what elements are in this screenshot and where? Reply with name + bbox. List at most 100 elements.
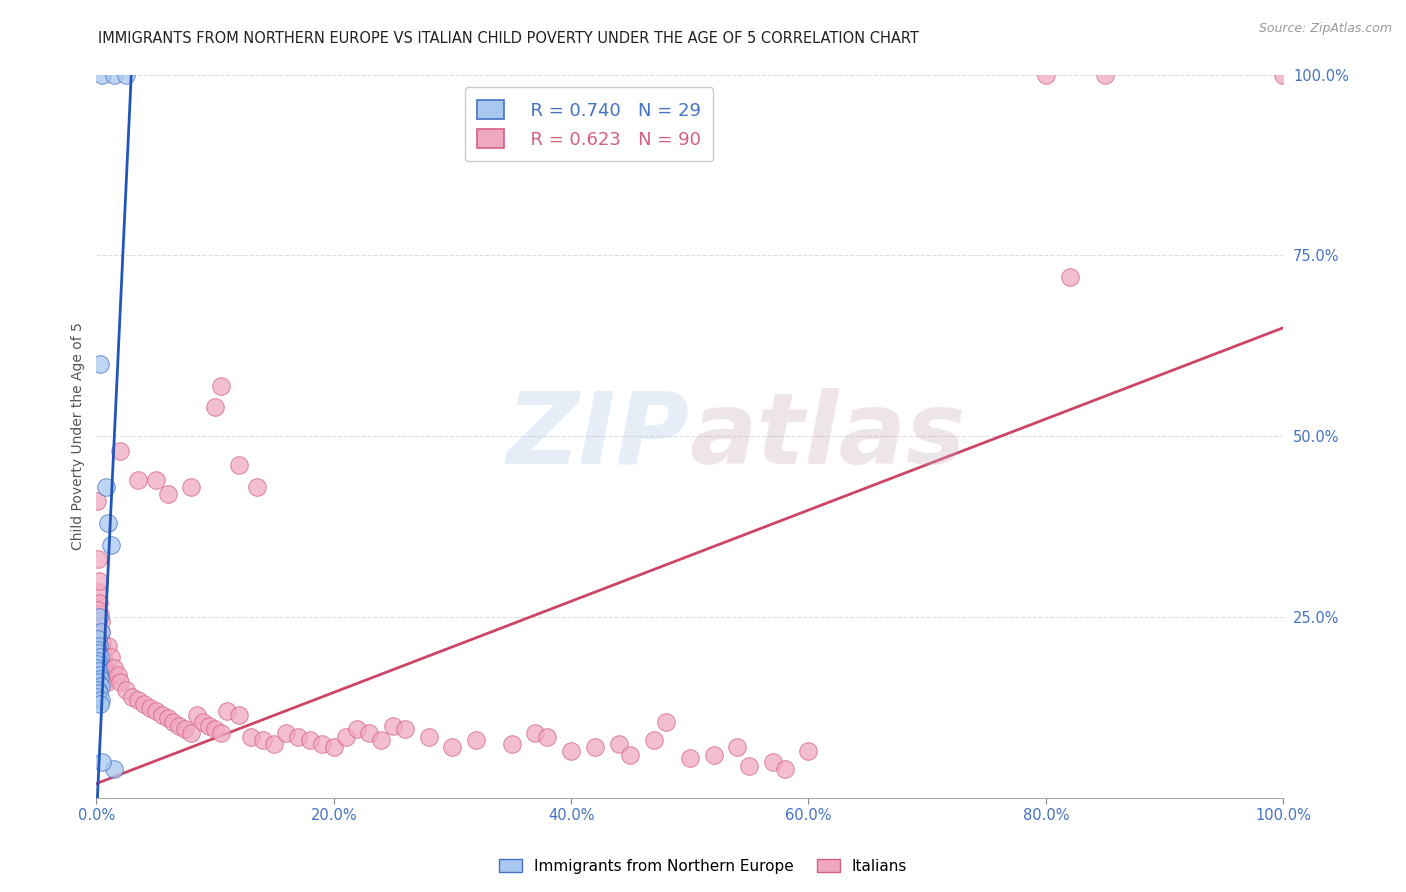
Point bbox=[198, 719, 221, 733]
Point bbox=[204, 723, 226, 737]
Point bbox=[797, 744, 820, 758]
Point bbox=[1035, 68, 1057, 82]
Point bbox=[359, 726, 381, 740]
Point bbox=[87, 686, 110, 700]
Point bbox=[86, 661, 108, 675]
Point bbox=[773, 762, 796, 776]
Point bbox=[127, 473, 149, 487]
Point bbox=[127, 693, 149, 707]
Point bbox=[93, 657, 115, 672]
Point bbox=[91, 68, 114, 82]
Y-axis label: Child Poverty Under the Age of 5: Child Poverty Under the Age of 5 bbox=[72, 322, 86, 550]
Point bbox=[193, 715, 215, 730]
Point bbox=[87, 665, 110, 679]
Point bbox=[91, 642, 114, 657]
Point bbox=[204, 401, 226, 415]
Point bbox=[169, 719, 191, 733]
Point bbox=[370, 733, 392, 747]
Point bbox=[93, 661, 115, 675]
Point bbox=[103, 762, 125, 776]
Point bbox=[156, 711, 179, 725]
Point bbox=[180, 726, 202, 740]
Point bbox=[89, 697, 111, 711]
Point bbox=[97, 639, 120, 653]
Point bbox=[524, 726, 547, 740]
Point bbox=[276, 726, 298, 740]
Point bbox=[239, 730, 262, 744]
Point bbox=[252, 733, 274, 747]
Point bbox=[441, 740, 464, 755]
Point bbox=[162, 715, 184, 730]
Point bbox=[87, 574, 110, 588]
Point bbox=[107, 668, 129, 682]
Point bbox=[89, 679, 111, 693]
Point bbox=[87, 585, 110, 599]
Point bbox=[150, 707, 173, 722]
Point bbox=[311, 737, 333, 751]
Point bbox=[501, 737, 523, 751]
Point bbox=[86, 552, 108, 566]
Point bbox=[90, 635, 112, 649]
Point bbox=[298, 733, 321, 747]
Point bbox=[89, 596, 111, 610]
Point bbox=[335, 730, 357, 744]
Point bbox=[97, 516, 120, 530]
Point bbox=[115, 682, 138, 697]
Point bbox=[87, 639, 110, 653]
Point bbox=[89, 668, 111, 682]
Point bbox=[228, 707, 250, 722]
Point bbox=[245, 480, 267, 494]
Point bbox=[465, 733, 488, 747]
Point bbox=[132, 697, 155, 711]
Point bbox=[93, 665, 115, 679]
Point bbox=[607, 737, 630, 751]
Point bbox=[560, 744, 582, 758]
Point bbox=[86, 657, 108, 672]
Point bbox=[87, 603, 110, 617]
Legend: Immigrants from Northern Europe, Italians: Immigrants from Northern Europe, Italian… bbox=[492, 853, 914, 880]
Point bbox=[89, 357, 111, 371]
Point bbox=[418, 730, 440, 744]
Point bbox=[115, 68, 138, 82]
Point bbox=[87, 675, 110, 690]
Point bbox=[174, 723, 197, 737]
Point bbox=[86, 494, 108, 508]
Point bbox=[89, 650, 111, 665]
Point bbox=[94, 480, 117, 494]
Point bbox=[1094, 68, 1116, 82]
Point bbox=[86, 654, 108, 668]
Point bbox=[100, 650, 122, 665]
Point bbox=[96, 675, 118, 690]
Point bbox=[394, 723, 416, 737]
Point bbox=[209, 726, 232, 740]
Point bbox=[86, 642, 108, 657]
Point bbox=[738, 758, 761, 772]
Point bbox=[121, 690, 143, 704]
Point bbox=[86, 632, 108, 646]
Point bbox=[103, 661, 125, 675]
Point bbox=[86, 624, 108, 639]
Point bbox=[655, 715, 678, 730]
Point bbox=[287, 730, 309, 744]
Point bbox=[702, 747, 724, 762]
Point bbox=[382, 719, 405, 733]
Point bbox=[1059, 270, 1081, 285]
Point bbox=[322, 740, 344, 755]
Point bbox=[90, 693, 112, 707]
Legend:   R = 0.740   N = 29,   R = 0.623   N = 90: R = 0.740 N = 29, R = 0.623 N = 90 bbox=[464, 87, 713, 161]
Point bbox=[87, 646, 110, 660]
Point bbox=[86, 690, 108, 704]
Point bbox=[86, 682, 108, 697]
Point bbox=[139, 700, 162, 714]
Point bbox=[209, 378, 232, 392]
Point bbox=[108, 443, 131, 458]
Point bbox=[145, 704, 167, 718]
Point bbox=[90, 624, 112, 639]
Point bbox=[89, 614, 111, 628]
Point bbox=[103, 68, 125, 82]
Point bbox=[186, 707, 208, 722]
Point bbox=[228, 458, 250, 473]
Point bbox=[94, 672, 117, 686]
Point bbox=[90, 624, 112, 639]
Point bbox=[679, 751, 702, 765]
